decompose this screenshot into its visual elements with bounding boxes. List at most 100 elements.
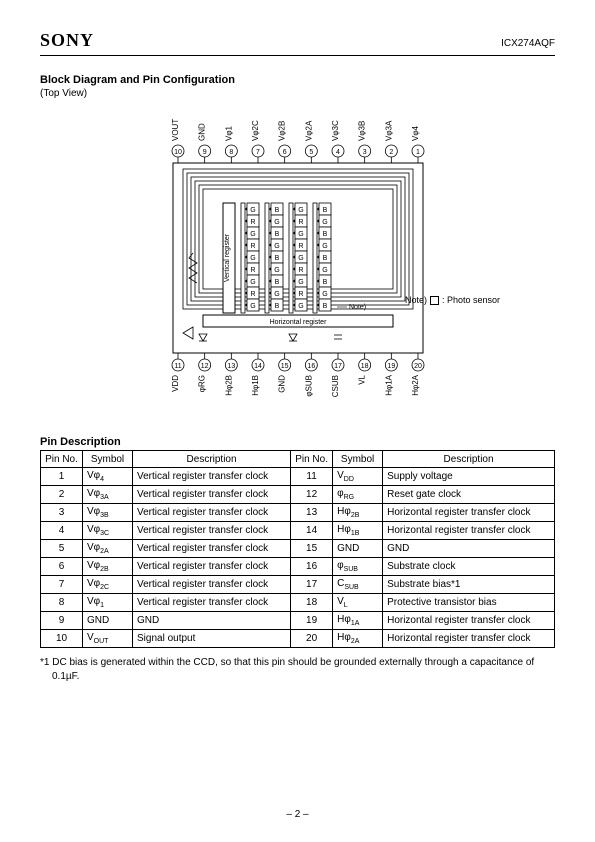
- pin-description-title: Pin Description: [40, 436, 555, 448]
- note-photo-sensor: Note) : Photo sensor: [405, 295, 500, 305]
- svg-text:17: 17: [334, 363, 342, 370]
- footnote: *1 DC bias is generated within the CCD, …: [40, 656, 555, 683]
- svg-text:VDD: VDD: [171, 375, 180, 392]
- svg-text:13: 13: [227, 363, 235, 370]
- svg-text:G: G: [250, 303, 255, 310]
- table-cell: Vertical register transfer clock: [133, 468, 291, 486]
- part-number: ICX274AQF: [501, 38, 555, 49]
- svg-text:G: G: [322, 291, 327, 298]
- section-title: Block Diagram and Pin Configuration: [40, 74, 555, 86]
- svg-text:2: 2: [389, 149, 393, 156]
- svg-text:G: G: [250, 279, 255, 286]
- svg-text:Vφ2C: Vφ2C: [251, 120, 260, 141]
- table-cell: 17: [291, 576, 333, 594]
- table-row: 7Vφ2CVertical register transfer clock17C…: [41, 576, 555, 594]
- table-row: 4Vφ3CVertical register transfer clock14H…: [41, 522, 555, 540]
- svg-text:B: B: [274, 207, 279, 214]
- svg-text:G: G: [298, 255, 303, 262]
- table-cell: 8: [41, 594, 83, 612]
- table-cell: GND: [383, 540, 555, 558]
- table-cell: Signal output: [133, 630, 291, 648]
- svg-text:B: B: [322, 255, 327, 262]
- svg-text:12: 12: [200, 363, 208, 370]
- table-cell: Supply voltage: [383, 468, 555, 486]
- svg-text:Vertical register: Vertical register: [224, 233, 231, 282]
- svg-text:R: R: [250, 267, 255, 274]
- table-cell: Vφ2B: [83, 558, 133, 576]
- svg-text:5: 5: [309, 149, 313, 156]
- table-cell: 7: [41, 576, 83, 594]
- table-cell: φSUB: [333, 558, 383, 576]
- svg-text:9: 9: [202, 149, 206, 156]
- table-cell: 12: [291, 486, 333, 504]
- svg-text:G: G: [250, 255, 255, 262]
- svg-text:R: R: [250, 291, 255, 298]
- svg-text:R: R: [298, 267, 303, 274]
- table-cell: Vertical register transfer clock: [133, 522, 291, 540]
- svg-text:16: 16: [307, 363, 315, 370]
- svg-text:B: B: [322, 231, 327, 238]
- svg-text:Vφ3A: Vφ3A: [384, 120, 393, 141]
- table-cell: Horizontal register transfer clock: [383, 630, 555, 648]
- table-cell: φRG: [333, 486, 383, 504]
- svg-text:B: B: [322, 279, 327, 286]
- table-cell: Vφ2C: [83, 576, 133, 594]
- block-diagram: Horizontal registerVertical registerGRGR…: [40, 105, 555, 428]
- svg-text:R: R: [250, 219, 255, 226]
- photo-sensor-box-icon: [430, 296, 439, 305]
- table-cell: Hφ1B: [333, 522, 383, 540]
- table-cell: 20: [291, 630, 333, 648]
- svg-text:φSUB: φSUB: [304, 375, 313, 397]
- table-cell: Vertical register transfer clock: [133, 576, 291, 594]
- table-cell: GND: [333, 540, 383, 558]
- svg-text:Vφ2B: Vφ2B: [277, 121, 286, 141]
- table-cell: GND: [133, 612, 291, 630]
- table-cell: Vφ1: [83, 594, 133, 612]
- table-cell: Reset gate clock: [383, 486, 555, 504]
- logo-text: SONY: [40, 30, 94, 51]
- page-header: SONY ICX274AQF: [40, 30, 555, 56]
- table-header-row: Pin No. Symbol Description Pin No. Symbo…: [41, 451, 555, 468]
- table-cell: GND: [83, 612, 133, 630]
- svg-text:Hφ1A: Hφ1A: [384, 374, 393, 395]
- table-cell: Substrate clock: [383, 558, 555, 576]
- table-row: 2Vφ3AVertical register transfer clock12φ…: [41, 486, 555, 504]
- svg-text:GND: GND: [197, 123, 206, 141]
- table-cell: 1: [41, 468, 83, 486]
- svg-text:G: G: [274, 219, 279, 226]
- table-cell: 11: [291, 468, 333, 486]
- note-photo-text: : Photo sensor: [442, 295, 500, 305]
- table-cell: Vertical register transfer clock: [133, 504, 291, 522]
- svg-text:G: G: [274, 243, 279, 250]
- svg-text:Vφ4: Vφ4: [411, 125, 420, 141]
- svg-text:20: 20: [414, 363, 422, 370]
- table-cell: Vφ3B: [83, 504, 133, 522]
- table-cell: 6: [41, 558, 83, 576]
- svg-text:R: R: [298, 243, 303, 250]
- svg-text:G: G: [250, 231, 255, 238]
- svg-text:18: 18: [360, 363, 368, 370]
- svg-text:φRG: φRG: [197, 375, 206, 392]
- svg-text:G: G: [322, 243, 327, 250]
- col-symbol-1: Symbol: [83, 451, 133, 468]
- svg-text:G: G: [298, 231, 303, 238]
- svg-text:7: 7: [256, 149, 260, 156]
- svg-text:VOUT: VOUT: [171, 119, 180, 141]
- section-subtitle: (Top View): [40, 88, 555, 99]
- svg-text:B: B: [274, 255, 279, 262]
- table-row: 5Vφ2AVertical register transfer clock15G…: [41, 540, 555, 558]
- table-cell: Hφ2A: [333, 630, 383, 648]
- table-cell: Vertical register transfer clock: [133, 540, 291, 558]
- svg-text:6: 6: [282, 149, 286, 156]
- pin-description-table: Pin No. Symbol Description Pin No. Symbo…: [40, 450, 555, 648]
- table-cell: Vφ3C: [83, 522, 133, 540]
- svg-text:G: G: [322, 267, 327, 274]
- page-number: – 2 –: [0, 809, 595, 820]
- svg-text:4: 4: [336, 149, 340, 156]
- svg-text:10: 10: [174, 149, 182, 156]
- table-row: 3Vφ3BVertical register transfer clock13H…: [41, 504, 555, 522]
- svg-text:Hφ2A: Hφ2A: [411, 374, 420, 395]
- table-row: 9GNDGND19Hφ1AHorizontal register transfe…: [41, 612, 555, 630]
- table-cell: 18: [291, 594, 333, 612]
- table-cell: Horizontal register transfer clock: [383, 522, 555, 540]
